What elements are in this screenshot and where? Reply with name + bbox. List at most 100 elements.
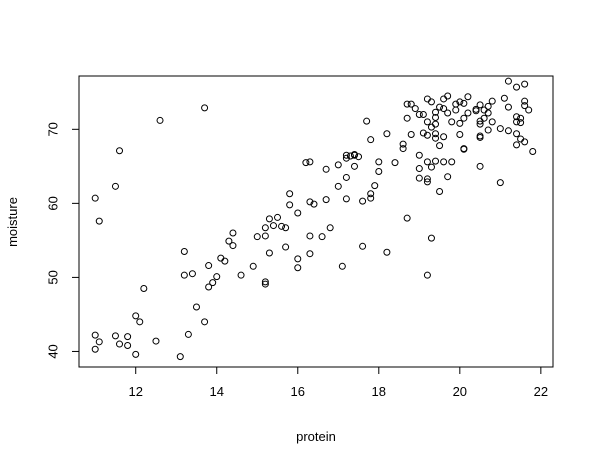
data-point <box>436 103 444 111</box>
data-point <box>456 119 464 127</box>
data-point <box>419 111 427 119</box>
data-point <box>294 255 302 263</box>
data-point <box>423 175 431 183</box>
data-point <box>488 118 496 126</box>
data-point <box>407 130 415 138</box>
data-point <box>399 140 407 148</box>
data-point <box>432 130 440 138</box>
data-point <box>496 179 504 187</box>
data-point <box>338 262 346 270</box>
data-point <box>136 318 144 326</box>
data-point <box>375 158 383 166</box>
data-point <box>205 262 213 270</box>
data-point <box>521 80 529 88</box>
data-point <box>423 271 431 279</box>
data-point <box>116 147 124 155</box>
data-point <box>432 113 440 121</box>
data-point <box>253 233 261 241</box>
data-point <box>513 141 521 149</box>
data-point <box>383 248 391 256</box>
data-point <box>452 106 460 114</box>
data-point <box>371 182 379 190</box>
data-point <box>383 130 391 138</box>
y-tick-label: 40 <box>45 344 60 358</box>
data-point <box>460 114 468 122</box>
data-point <box>261 232 269 240</box>
data-point <box>415 174 423 182</box>
data-point <box>460 99 468 107</box>
data-point <box>391 159 399 167</box>
data-point <box>480 114 488 122</box>
data-point <box>342 151 350 159</box>
data-point <box>419 129 427 137</box>
data-point <box>484 102 492 110</box>
data-point <box>427 98 435 106</box>
data-point <box>95 338 103 346</box>
data-point <box>265 215 273 223</box>
data-point <box>476 101 484 109</box>
x-tick-label: 12 <box>128 384 142 399</box>
data-point <box>91 345 99 353</box>
data-point <box>334 182 342 190</box>
data-point <box>407 100 415 108</box>
x-tick-label: 22 <box>534 384 548 399</box>
data-point <box>444 92 452 100</box>
data-point <box>432 157 440 165</box>
data-point <box>403 100 411 108</box>
data-point <box>500 94 508 102</box>
data-point <box>521 97 529 105</box>
data-point <box>456 130 464 138</box>
data-point <box>318 233 326 241</box>
data-point <box>132 312 140 320</box>
data-point <box>180 247 188 255</box>
data-point <box>496 125 504 133</box>
data-point <box>423 118 431 126</box>
data-point <box>274 213 282 221</box>
data-point <box>310 200 318 208</box>
data-point <box>440 158 448 166</box>
data-point <box>448 118 456 126</box>
data-point <box>367 190 375 198</box>
data-point <box>322 196 330 204</box>
data-point <box>423 131 431 139</box>
data-point <box>415 151 423 159</box>
data-point <box>472 107 480 115</box>
data-point <box>342 173 350 181</box>
data-point <box>116 340 124 348</box>
data-point <box>432 108 440 116</box>
data-point <box>192 303 200 311</box>
data-point <box>261 224 269 232</box>
data-point <box>355 153 363 161</box>
data-point <box>513 118 521 126</box>
data-point <box>132 350 140 358</box>
data-point <box>334 161 342 169</box>
data-point <box>269 222 277 230</box>
data-point <box>111 332 119 340</box>
data-point <box>484 126 492 134</box>
data-point <box>415 111 423 119</box>
data-point <box>415 165 423 173</box>
data-point <box>367 136 375 144</box>
data-point <box>91 331 99 339</box>
data-point <box>517 135 525 143</box>
data-point <box>342 195 350 203</box>
data-point <box>282 243 290 251</box>
data-point <box>261 278 269 286</box>
y-axis: 40 50 60 70 <box>45 122 80 359</box>
data-point <box>249 262 257 270</box>
data-point <box>363 117 371 125</box>
data-point <box>432 134 440 142</box>
data-point <box>367 194 375 202</box>
data-point <box>359 242 367 250</box>
data-point <box>513 113 521 121</box>
data-point <box>504 77 512 85</box>
data-point <box>444 109 452 117</box>
y-tick-label: 60 <box>45 196 60 210</box>
data-point <box>95 217 103 225</box>
data-point <box>217 254 225 262</box>
data-point <box>488 97 496 105</box>
data-point <box>513 130 521 138</box>
data-point <box>440 133 448 141</box>
data-point <box>221 257 229 265</box>
data-point <box>448 158 456 166</box>
